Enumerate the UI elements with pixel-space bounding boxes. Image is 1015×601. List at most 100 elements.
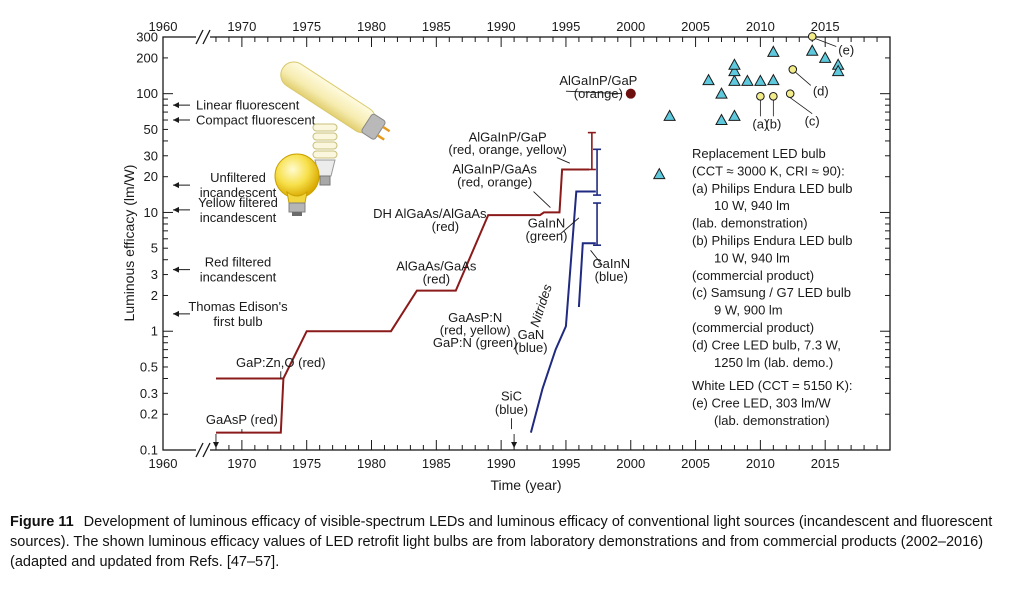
y-tick-label: 30 <box>144 148 158 163</box>
y-tick-label: 300 <box>136 30 158 45</box>
efficacy-chart: 1960 1970 1975 1980 1985 1990 1995 2000 2005 2010… <box>121 19 891 493</box>
x-tick-label: 1970 <box>227 456 256 471</box>
y-tick-label: 10 <box>144 205 158 220</box>
x-tick-label: 2010 <box>746 456 775 471</box>
source-label: Unfiltered <box>210 170 266 185</box>
axis-break-bottom <box>195 442 211 458</box>
y-tick-label: 200 <box>136 50 158 65</box>
y-tick-label: 100 <box>136 86 158 101</box>
x-tick-label: 1995 <box>551 456 580 471</box>
series-line <box>529 190 596 433</box>
triangle-point <box>715 87 728 99</box>
material-label: (blue) <box>514 340 547 355</box>
source-arrowhead <box>173 266 179 273</box>
triangle-point <box>652 167 666 180</box>
material-label: GaInN <box>593 256 631 271</box>
y-tick-label: 0.2 <box>140 407 158 422</box>
material-label: SiC <box>501 389 522 404</box>
triangle-point <box>728 64 741 77</box>
material-label: GaP:N (green) <box>433 335 518 350</box>
circle-point <box>756 92 765 101</box>
material-label: (red, yellow) <box>440 322 511 337</box>
legend-line: (lab. demonstration) <box>692 216 808 231</box>
source-label: incandescent <box>200 210 277 225</box>
source-label: Yellow filtered <box>198 195 278 210</box>
x-tick-label: 1990 <box>487 19 516 34</box>
material-label: (red, orange) <box>457 175 532 190</box>
source-label: incandescent <box>200 185 277 200</box>
fluorescent-tube-icon <box>280 61 391 141</box>
material-label: (blue) <box>495 402 528 417</box>
circle-label: (e) <box>838 42 854 57</box>
material-label: AlGaInP/GaP <box>559 73 637 88</box>
nitrides-text: Nitrides <box>527 282 555 329</box>
material-label: AlGaInP/GaAs <box>452 162 537 177</box>
legend-text: Replacement LED bulb (CCT ≈ 3000 K, CRI ≈… <box>692 146 853 428</box>
legend-line: (lab. demonstration) <box>714 413 830 428</box>
material-label: (blue) <box>595 269 628 284</box>
legend-line: Replacement LED bulb <box>692 146 826 161</box>
orange-point <box>625 88 636 99</box>
yellow-circle-points: (a)(b) (c) (d) (e) <box>752 32 854 131</box>
source-label: Linear fluorescent <box>196 98 300 113</box>
orange-data-point <box>625 88 636 99</box>
legend-line: (a) Philips Endura LED bulb <box>692 181 852 196</box>
source-arrowhead <box>173 117 179 124</box>
circle-leader <box>789 97 813 114</box>
source-label: first bulb <box>213 314 262 329</box>
series-line <box>216 168 590 434</box>
year-marker-head <box>511 442 518 448</box>
source-label: Thomas Edison's <box>188 299 288 314</box>
circle-point <box>788 65 798 74</box>
circle-label: (c) <box>805 114 820 129</box>
leader-line <box>590 250 603 266</box>
circle-label: (d) <box>813 83 829 98</box>
triangle-point <box>728 74 741 86</box>
triangle-point <box>715 113 728 126</box>
y-tick-label: 50 <box>144 122 158 137</box>
triangle-point <box>741 74 754 86</box>
material-label: (green) <box>526 229 568 244</box>
material-label: GaAsP:N <box>448 310 502 325</box>
leader-line <box>559 217 580 236</box>
circle-point <box>769 92 778 101</box>
x-tick-label: 1985 <box>422 456 451 471</box>
circle-point <box>807 32 817 41</box>
compact-fluorescent-icon <box>312 123 338 186</box>
x-tick-labels-top: 1960 1970 1975 1980 1985 1990 1995 2000 2005 2010… <box>149 19 840 34</box>
circle-point <box>785 89 795 98</box>
x-tick-label: 2000 <box>616 19 645 34</box>
triangle-point <box>754 74 767 86</box>
legend-line: 1250 lm (lab. demo.) <box>714 355 833 370</box>
plot-frame <box>162 36 891 451</box>
triangle-point <box>663 109 676 121</box>
material-label: (red) <box>432 219 459 234</box>
triangle-point <box>728 58 741 70</box>
error-bars <box>587 131 602 246</box>
nitrides-label: Nitrides <box>527 282 555 329</box>
x-tick-label: 1960 <box>149 456 178 471</box>
caption-label: Figure 11 <box>10 514 74 530</box>
material-label: GaAsP (red) <box>206 412 278 427</box>
x-tick-label: 2000 <box>616 456 645 471</box>
source-label: incandescent <box>200 270 277 285</box>
y-tick-label: 5 <box>151 241 158 256</box>
legend-line: (c) Samsung / G7 LED bulb <box>692 285 851 300</box>
legend-line: (e) Cree LED, 303 lm/W <box>692 395 831 410</box>
legend-line: (b) Philips Endura LED bulb <box>692 233 852 248</box>
x-tick-label: 2005 <box>681 19 710 34</box>
material-label: GaP:Zn,O (red) <box>236 355 326 370</box>
material-label: GaN <box>518 327 545 342</box>
x-tick-label: 2015 <box>811 456 840 471</box>
caption-text: Development of luminous efficacy of visi… <box>10 514 993 570</box>
source-arrowhead <box>173 206 179 213</box>
x-tick-label: 1980 <box>357 456 386 471</box>
x-tick-label: 1985 <box>422 19 451 34</box>
material-label: GaInN <box>528 215 566 230</box>
source-arrowhead <box>173 102 179 109</box>
y-tick-label: 0.1 <box>140 443 158 458</box>
axis-break-top <box>195 29 211 45</box>
leader-line <box>533 191 551 208</box>
y-tick-label: 2 <box>151 288 158 303</box>
source-arrowhead <box>173 182 179 189</box>
